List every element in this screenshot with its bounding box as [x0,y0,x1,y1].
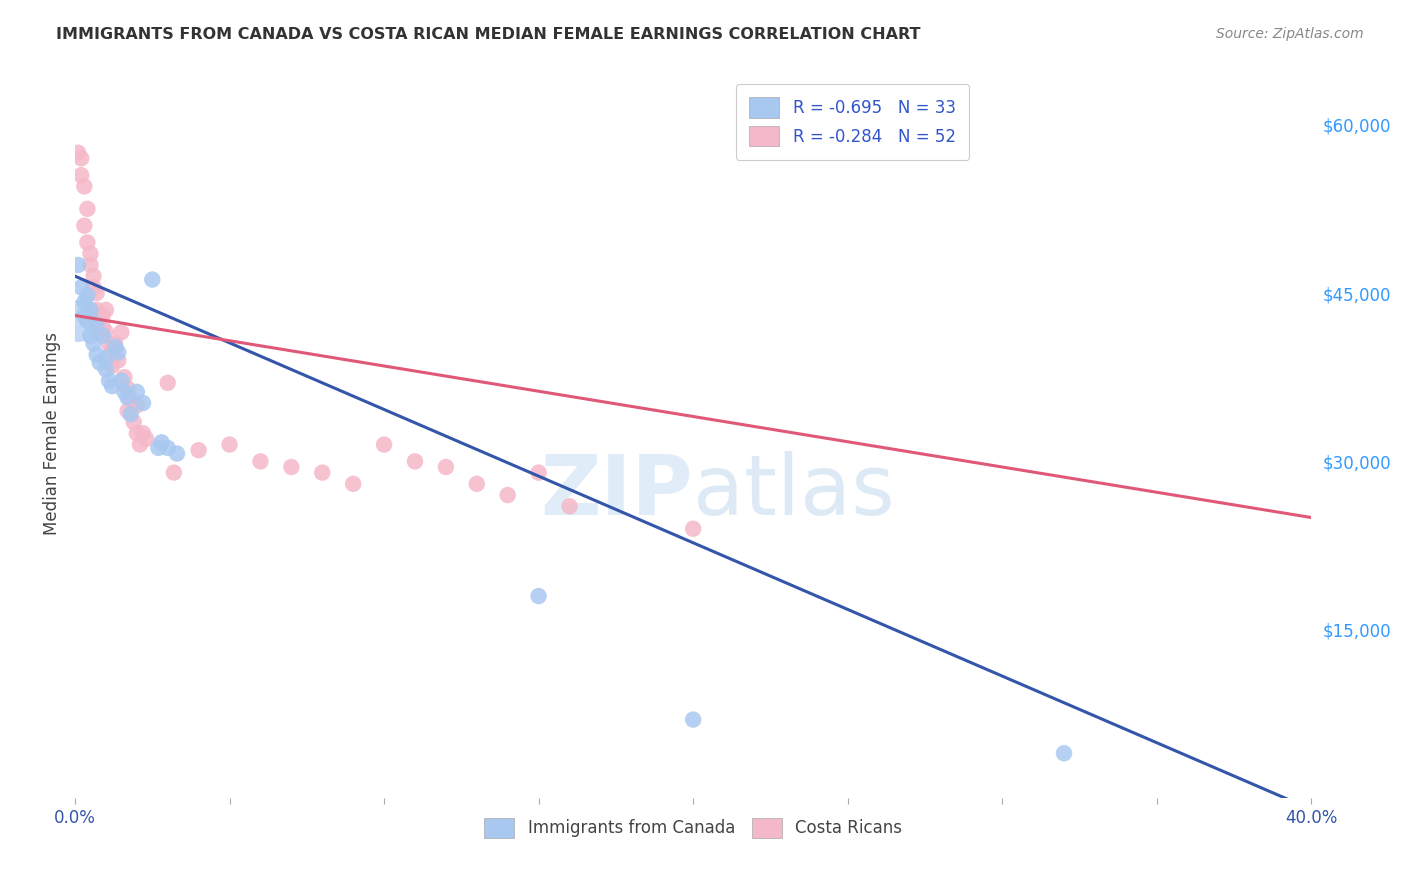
Point [91,328,114,343]
Point [373,437,395,451]
Point [79,328,101,343]
Point [67,258,90,272]
Point [79,302,101,317]
Point [107,353,129,368]
Point [141,272,163,286]
Point [166,446,188,460]
Y-axis label: Median Female Earnings: Median Female Earnings [44,332,60,535]
Point [496,488,519,502]
Point [89,356,111,370]
Point [70,280,93,294]
Point [104,348,127,362]
Point [98,336,121,351]
Point [94,362,117,376]
Point [91,309,114,323]
Point [104,340,127,354]
Point [67,145,90,160]
Point [342,476,364,491]
Point [465,476,488,491]
Point [110,326,132,340]
Point [682,713,704,727]
Point [70,168,93,182]
Text: Source: ZipAtlas.com: Source: ZipAtlas.com [1216,27,1364,41]
Point [163,466,186,480]
Point [86,348,108,362]
Point [117,381,139,395]
Point [132,396,155,410]
Point [101,359,124,373]
Point [156,376,179,390]
Point [89,326,111,340]
Point [114,384,136,399]
Point [73,179,96,194]
Point [187,443,209,458]
Point [86,285,108,300]
Point [156,441,179,455]
Point [1053,746,1076,760]
Point [76,288,98,302]
Point [117,391,139,405]
Point [70,151,93,165]
Point [89,314,111,328]
Point [434,460,457,475]
Point [86,318,108,332]
Point [76,314,98,328]
Point [120,392,142,407]
Point [83,280,105,294]
Point [110,374,132,388]
Point [150,435,173,450]
Point [101,379,124,393]
Point [79,258,101,272]
Text: IMMIGRANTS FROM CANADA VS COSTA RICAN MEDIAN FEMALE EARNINGS CORRELATION CHART: IMMIGRANTS FROM CANADA VS COSTA RICAN ME… [56,27,921,42]
Point [83,269,105,284]
Point [86,302,108,317]
Text: atlas: atlas [693,451,894,533]
Point [280,460,302,475]
Point [83,336,105,351]
Point [125,426,148,441]
Point [67,314,90,328]
Point [218,437,240,451]
Point [98,374,121,388]
Point [76,235,98,250]
Point [114,370,136,384]
Point [125,384,148,399]
Point [558,500,581,514]
Point [404,454,426,468]
Point [107,345,129,359]
Point [94,351,117,365]
Point [148,441,170,455]
Point [73,219,96,233]
Text: ZIP: ZIP [541,451,693,533]
Legend: Immigrants from Canada, Costa Ricans: Immigrants from Canada, Costa Ricans [478,811,908,845]
Point [129,437,152,451]
Point [94,302,117,317]
Point [79,246,101,260]
Point [76,202,98,216]
Point [104,336,127,351]
Point [120,407,142,421]
Point [135,432,157,446]
Point [311,466,333,480]
Point [101,342,124,356]
Point [125,398,148,412]
Point [73,295,96,310]
Point [682,522,704,536]
Point [94,326,117,340]
Point [527,466,550,480]
Point [117,404,139,418]
Point [527,589,550,603]
Point [91,319,114,334]
Point [132,426,155,441]
Point [122,415,145,429]
Point [73,309,96,323]
Point [249,454,271,468]
